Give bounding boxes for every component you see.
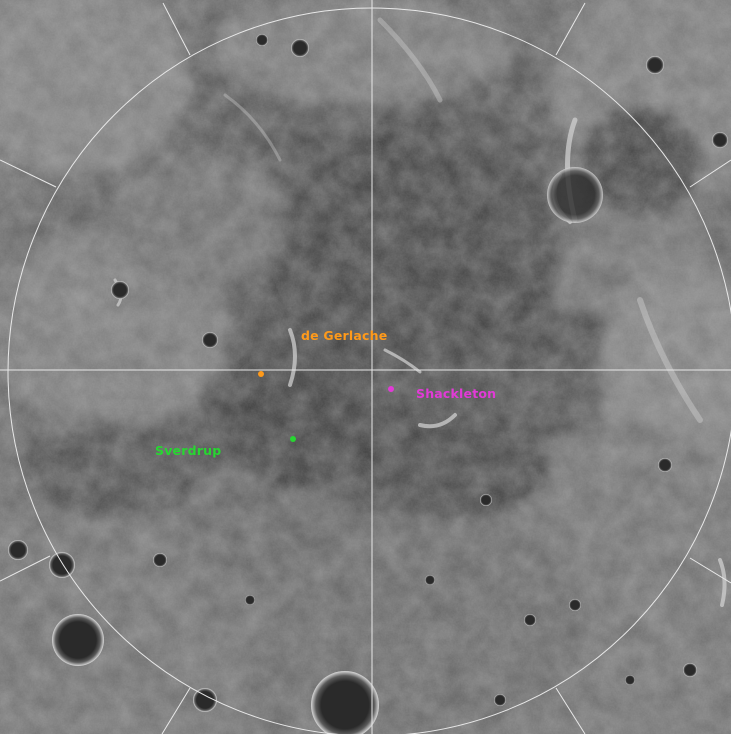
shackleton-label[interactable]: Shackleton — [416, 386, 497, 401]
grid-tick — [0, 555, 51, 582]
sverdrup-label[interactable]: Sverdrup — [155, 443, 222, 458]
grid-tick — [162, 2, 191, 56]
shackleton-marker[interactable] — [388, 386, 394, 392]
grid-tick — [555, 687, 586, 734]
grid-tick — [555, 2, 586, 56]
grid-tick — [689, 557, 731, 584]
sverdrup-marker[interactable] — [290, 436, 296, 442]
grid-tick — [161, 687, 191, 734]
grid-tick — [0, 159, 57, 188]
craters — [8, 34, 728, 734]
grid-tick — [689, 159, 731, 188]
de-gerlache-marker[interactable] — [258, 371, 264, 377]
de-gerlache-label[interactable]: de Gerlache — [301, 328, 388, 343]
